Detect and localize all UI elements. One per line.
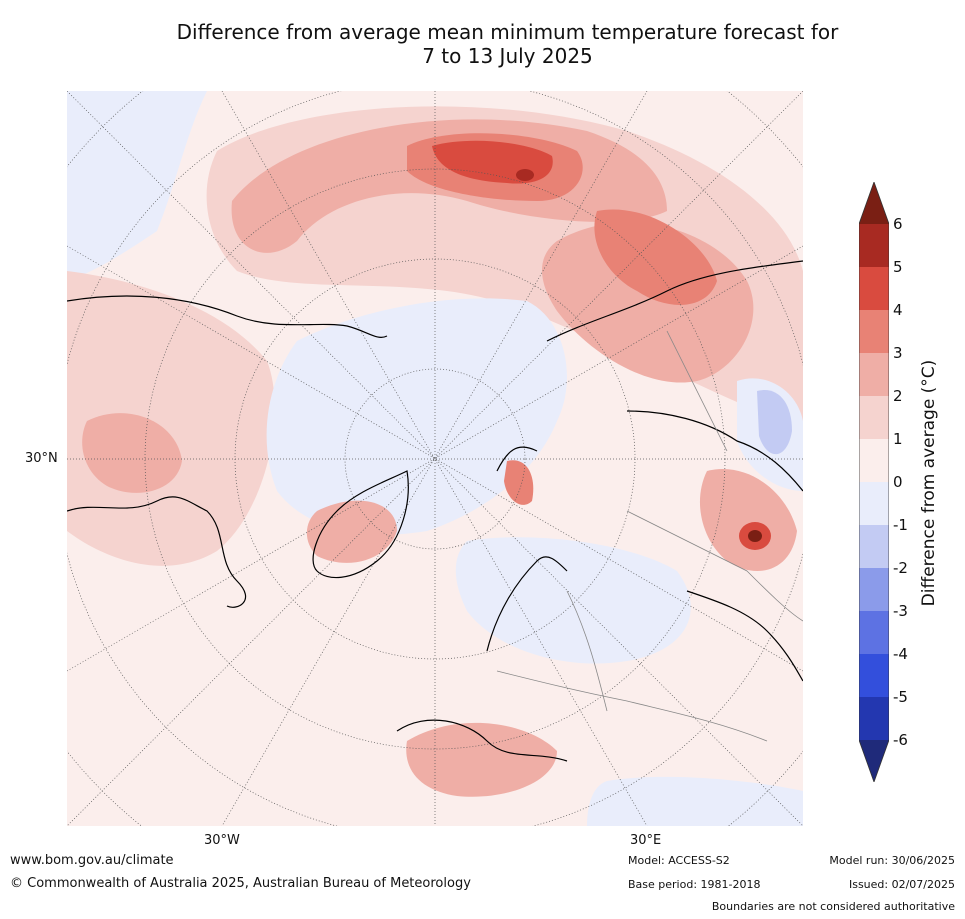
- anomaly-east-cool-2: [757, 390, 792, 455]
- forecast-map: [67, 91, 803, 826]
- colorbar-tick: -5: [893, 688, 908, 706]
- colorbar-tick: 2: [893, 387, 903, 405]
- title-line-2: 7 to 13 July 2025: [422, 44, 593, 68]
- colorbar-m4tom3: [859, 611, 889, 654]
- colorbar-tick: 4: [893, 301, 903, 319]
- colorbar-tick: 3: [893, 344, 903, 362]
- footer-copyright: © Commonwealth of Australia 2025, Austra…: [10, 876, 471, 891]
- footer-model-run: Model run: 30/06/2025: [829, 854, 955, 867]
- colorbar-2to3: [859, 353, 889, 396]
- colorbar-tick: 6: [893, 215, 903, 233]
- colorbar-title: Difference from average (°C): [919, 359, 939, 607]
- colorbar-4to5: [859, 267, 889, 310]
- footer-base-period: Base period: 1981-2018: [628, 878, 761, 891]
- anomaly-siberia-3to4: [594, 209, 717, 305]
- anomaly-west-2to3: [82, 413, 182, 493]
- colorbar-3to4: [859, 310, 889, 353]
- anomaly-cool-topleft: [67, 91, 207, 281]
- footer-model: Model: ACCESS-S2: [628, 854, 730, 867]
- anomaly-europe-cool: [455, 537, 691, 664]
- anomaly-peak-5to6: [516, 169, 534, 181]
- colorbar-arrow-bottom: [859, 740, 889, 782]
- colorbar-tick: 5: [893, 258, 903, 276]
- colorbar-tick: -3: [893, 602, 908, 620]
- lon-label-30w: 30°W: [204, 833, 240, 848]
- anomaly-mediterranean-warm: [406, 722, 557, 797]
- colorbar-m3tom2: [859, 568, 889, 611]
- colorbar-tick: -6: [893, 731, 908, 749]
- colorbar-m5tom4: [859, 654, 889, 697]
- colorbar-tick: 0: [893, 473, 903, 491]
- colorbar-m1to0: [859, 482, 889, 525]
- coastlines: [67, 260, 803, 762]
- map-title: Difference from average mean minimum tem…: [0, 20, 965, 68]
- anomaly-central-asia-warm: [699, 469, 797, 571]
- graticule: [67, 91, 803, 826]
- anomaly-scandinavia-warm: [504, 460, 534, 505]
- anomaly-west-1to2: [67, 271, 275, 566]
- country-borders: [496, 330, 803, 742]
- colorbar-tick: -1: [893, 516, 908, 534]
- lat-label-30n: 30°N: [25, 451, 58, 466]
- colorbar-5to6: [859, 224, 889, 267]
- colorbar-tick: 1: [893, 430, 903, 448]
- colorbar-tick: -4: [893, 645, 908, 663]
- map-canvas: [67, 91, 803, 826]
- footer-issued: Issued: 02/07/2025: [848, 878, 955, 891]
- footer-url[interactable]: www.bom.gov.au/climate: [10, 853, 174, 868]
- footer-disclaimer: Boundaries are not considered authoritat…: [711, 900, 955, 913]
- colorbar: [859, 182, 889, 782]
- anomaly-arctic-cool: [266, 298, 567, 535]
- lon-label-30e: 30°E: [630, 833, 662, 848]
- colorbar-tick: -2: [893, 559, 908, 577]
- colorbar-1to2: [859, 396, 889, 439]
- anomaly-hotspot-peak: [748, 530, 762, 542]
- anomaly-greenland-warm: [306, 500, 397, 563]
- anomaly-southeast-cool: [587, 776, 803, 826]
- colorbar-arrow-top: [859, 182, 889, 224]
- colorbar-m6tom5: [859, 697, 889, 740]
- title-line-1: Difference from average mean minimum tem…: [176, 20, 839, 44]
- colorbar-0to1: [859, 439, 889, 482]
- colorbar-m2tom1: [859, 525, 889, 568]
